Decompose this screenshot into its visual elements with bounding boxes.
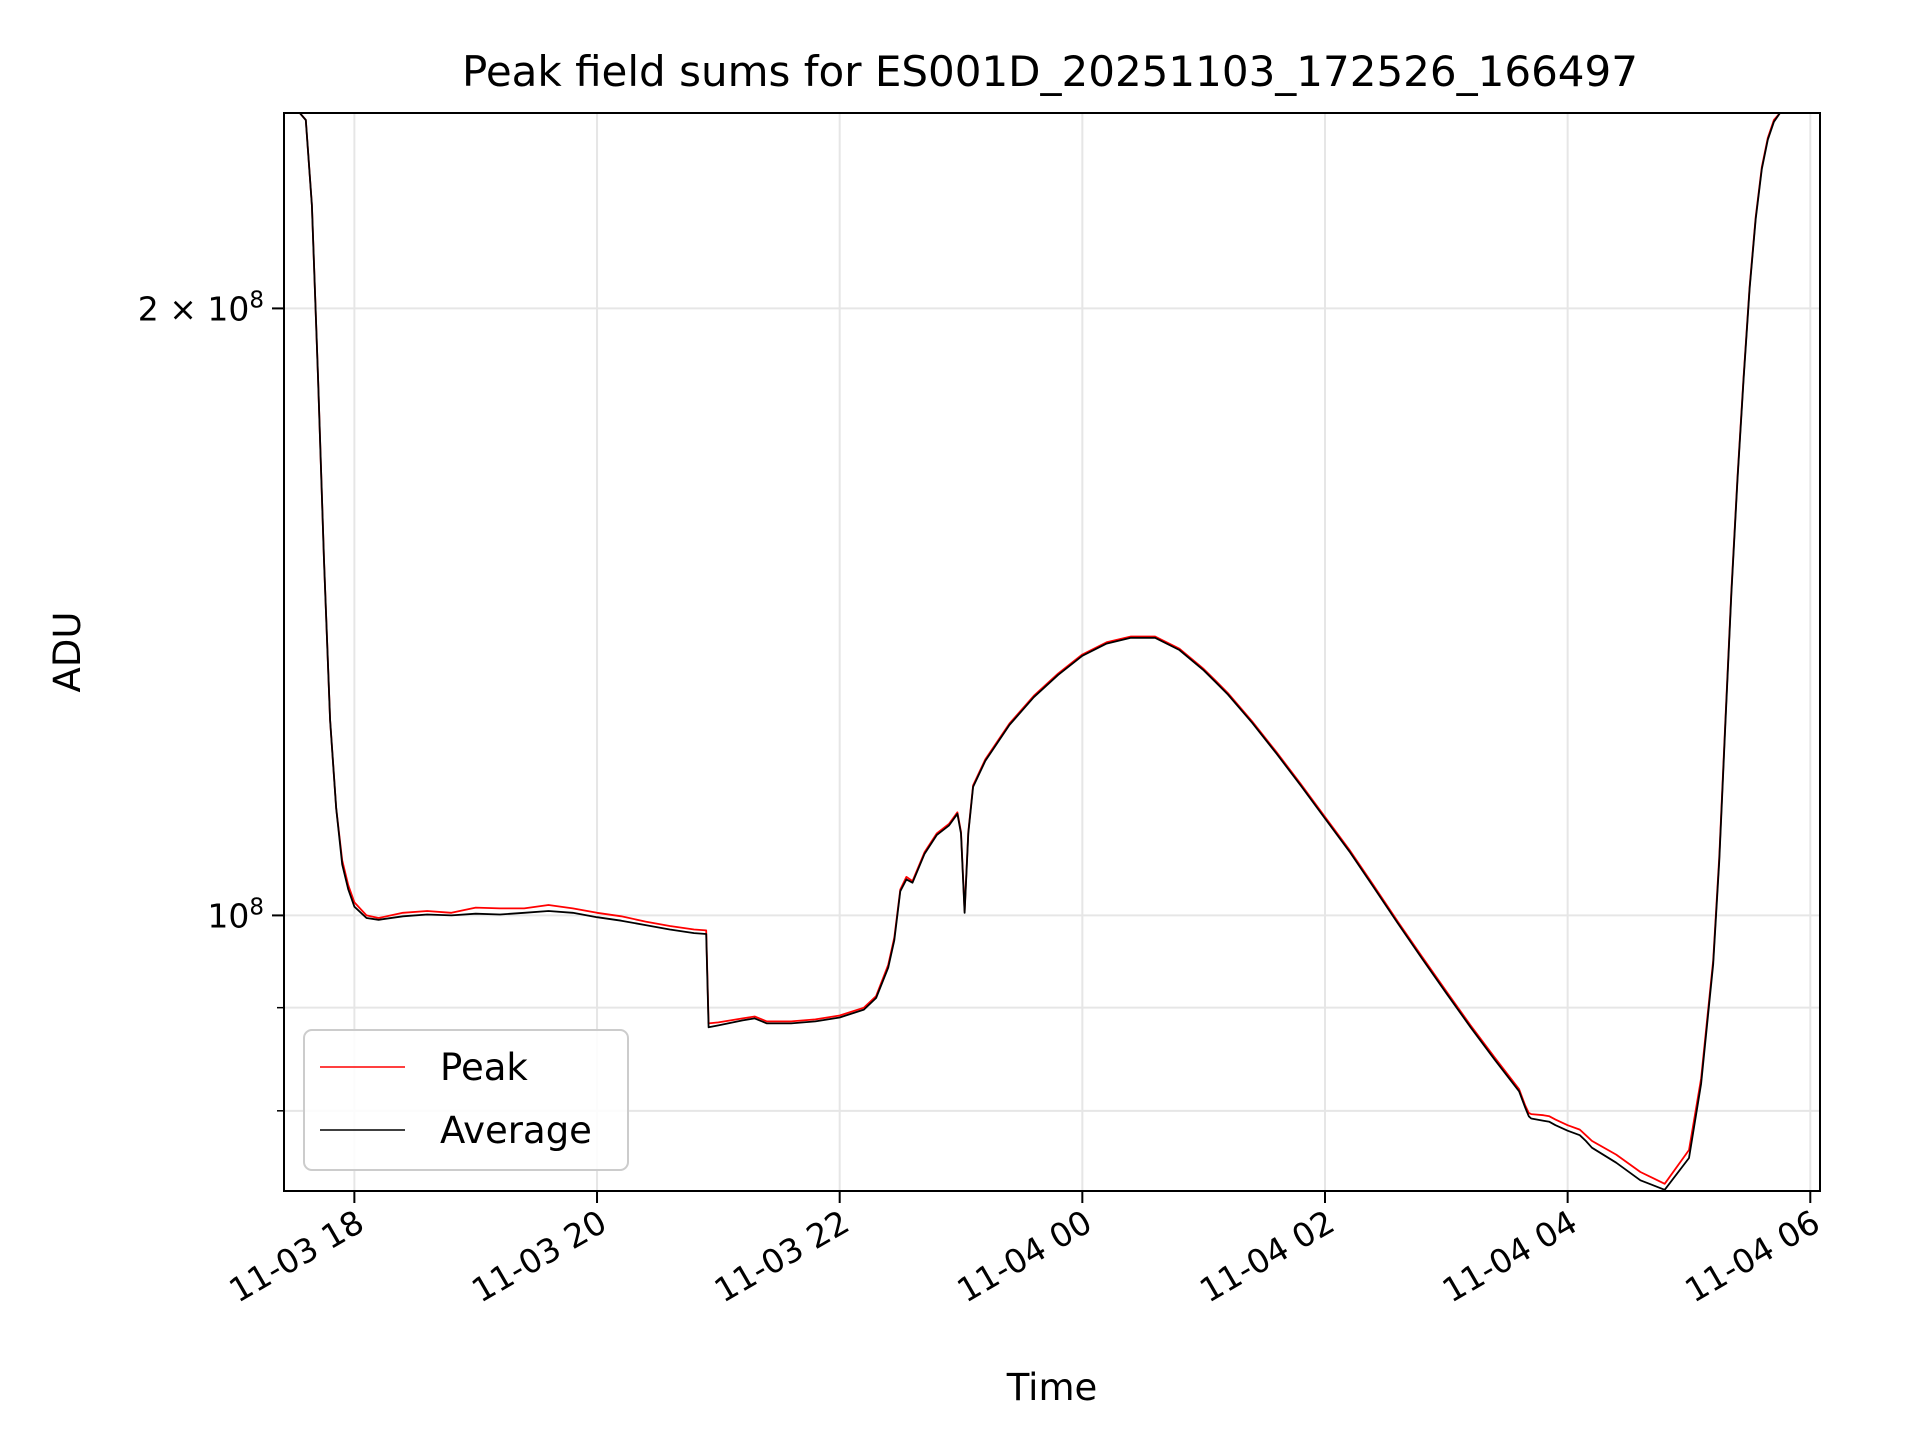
x-axis-label: Time <box>1006 1366 1098 1409</box>
plot-frame <box>283 112 1821 1192</box>
x-tick-label: 11-03 18 <box>222 1202 370 1310</box>
legend-peak-label: Peak <box>440 1046 528 1089</box>
x-tick-label: 11-04 02 <box>1193 1202 1341 1310</box>
x-tick-label: 11-03 22 <box>708 1202 856 1310</box>
grid <box>284 113 1820 1191</box>
x-tick-label: 11-03 20 <box>465 1202 613 1310</box>
series-line-average <box>284 113 1820 1191</box>
chart-title: Peak field sums for ES001D_20251103_1725… <box>462 47 1638 96</box>
legend-average-label: Average <box>440 1109 592 1152</box>
legend-box <box>303 1029 629 1171</box>
y-tick-label: 108 <box>207 894 264 935</box>
x-tick-label: 11-04 04 <box>1436 1202 1584 1310</box>
x-axis: 11-03 18 11-03 20 11-03 22 11-04 00 11-04 02… <box>222 1191 1826 1310</box>
y-tick-label: 2 × 108 <box>138 287 264 328</box>
series-layer <box>284 113 1820 1191</box>
x-tick-label: 11-04 06 <box>1678 1202 1826 1310</box>
y-axis: 2 × 108 108 <box>138 287 284 1112</box>
series-line-peak <box>284 113 1820 1185</box>
x-tick-label: 11-04 00 <box>950 1202 1098 1310</box>
legend: Peak Average <box>303 1029 629 1171</box>
y-axis-label: ADU <box>46 612 89 693</box>
